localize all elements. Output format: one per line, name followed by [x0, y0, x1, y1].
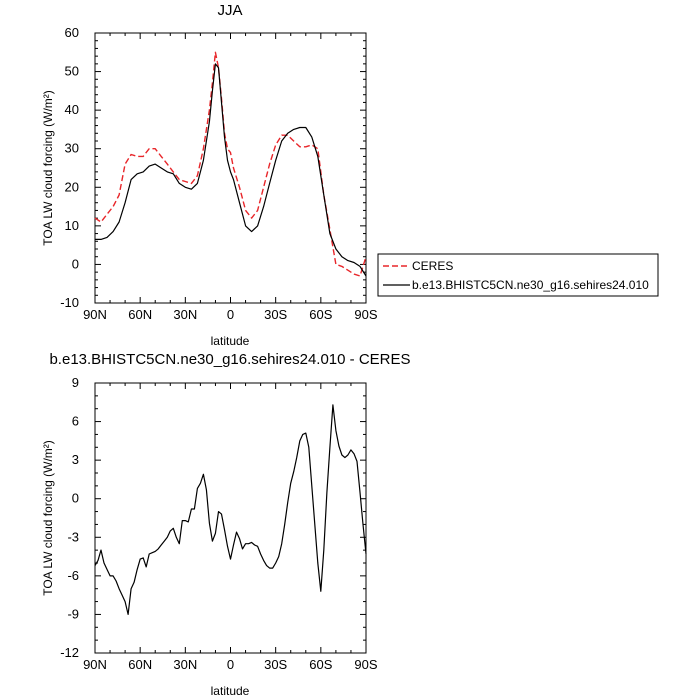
top-x-tick-label: 60N [128, 307, 152, 322]
top-y-tick-label: 10 [65, 218, 79, 233]
bottom-x-tick-label: 60N [128, 657, 152, 672]
bottom-chart-panel: b.e13.BHISTC5CN.ne30_g16.sehires24.010 -… [41, 351, 411, 698]
top-x-tick-label: 90S [354, 307, 377, 322]
bottom-y-tick-label: 3 [72, 452, 79, 467]
bottom-y-tick-label: 9 [72, 375, 79, 390]
top-chart-frame [94, 32, 367, 304]
top-chart-ticks: 90N 60N 30N 0 30S 60S 90S -10 0 10 20 30 40 50 60 [60, 25, 378, 322]
bottom-y-tick-label: -6 [67, 568, 79, 583]
bottom-x-tick-label: 30S [264, 657, 287, 672]
bottom-y-tick-label: -12 [60, 645, 79, 660]
top-x-tick-label: 30N [173, 307, 197, 322]
top-chart-title: JJA [217, 2, 242, 19]
bottom-series-line-0 [94, 404, 367, 616]
legend-label-ceres: CERES [412, 259, 453, 273]
bottom-y-tick-label: 6 [72, 414, 79, 429]
legend-box [377, 253, 659, 297]
top-y-tick-label: 60 [65, 25, 79, 40]
top-chart-plot-area [94, 32, 367, 304]
bottom-x-tick-label: 0 [227, 657, 234, 672]
top-chart-y-axis-label: TOA LW cloud forcing (W/m²) [41, 90, 55, 246]
top-x-tick-label: 60S [309, 307, 332, 322]
top-y-tick-label: 40 [65, 102, 79, 117]
bottom-chart-series [94, 404, 367, 616]
bottom-y-tick-label: 0 [72, 491, 79, 506]
bottom-chart-y-axis-label: TOA LW cloud forcing (W/m²) [41, 440, 55, 596]
top-y-tick-label: 20 [65, 179, 79, 194]
top-y-tick-label: 0 [72, 256, 79, 271]
legend-label-model: b.e13.BHISTC5CN.ne30_g16.sehires24.010 [412, 278, 649, 292]
top-y-tick-label: -10 [60, 295, 79, 310]
top-series-line-1 [95, 63, 367, 277]
top-chart-legend: CERES b.e13.BHISTC5CN.ne30_g16.sehires24… [377, 253, 659, 297]
top-series-line-0 [94, 51, 367, 277]
bottom-x-tick-label: 90S [354, 657, 377, 672]
top-chart-series [94, 51, 367, 277]
bottom-chart-x-axis-label: latitude [211, 684, 250, 698]
bottom-y-tick-label: -9 [67, 606, 79, 621]
top-chart-panel: JJA 90N 60N 30N 0 30S 60S 90S-100102030405060 … [41, 2, 659, 348]
top-y-tick-label: 30 [65, 141, 79, 156]
bottom-chart-ticks: 90N 60N 30N 0 30S 60S 90S -12 -9 -6 -3 0 3 6 9 [60, 375, 378, 672]
top-x-tick-label: 90N [83, 307, 107, 322]
bottom-x-tick-label: 90N [83, 657, 107, 672]
bottom-chart-title: b.e13.BHISTC5CN.ne30_g16.sehires24.010 -… [49, 351, 410, 368]
top-x-tick-label: 0 [227, 307, 234, 322]
bottom-y-tick-label: -3 [67, 529, 79, 544]
top-y-tick-label: 50 [65, 64, 79, 79]
top-x-tick-label: 30S [264, 307, 287, 322]
bottom-x-tick-label: 60S [309, 657, 332, 672]
bottom-x-tick-label: 30N [173, 657, 197, 672]
top-chart-x-axis-label: latitude [211, 334, 250, 348]
